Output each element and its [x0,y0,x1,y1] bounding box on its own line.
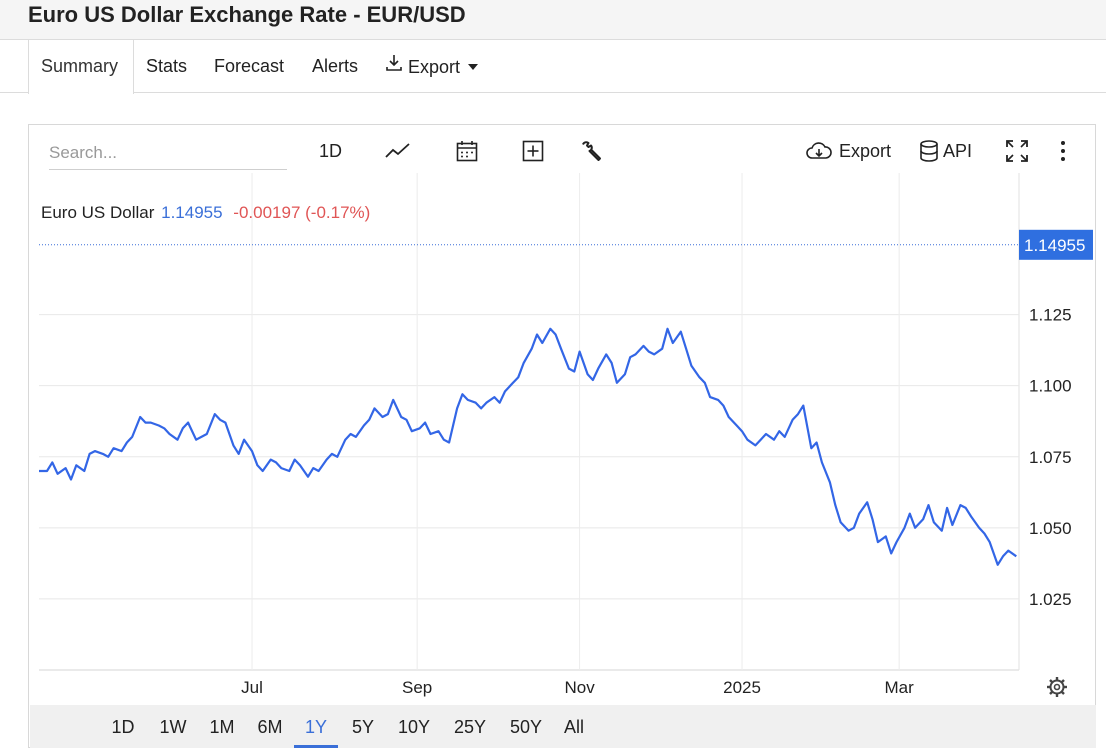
y-tick-label: 1.050 [1029,519,1072,538]
chevron-down-icon [468,63,479,70]
legend-series-name: Euro US Dollar [41,203,155,222]
y-axis: 1.025 1.050 1.075 1.100 1.125 [1029,306,1072,609]
period-all[interactable]: All [563,717,584,737]
period-10y[interactable]: 10Y [397,717,431,737]
period-6m[interactable]: 6M [257,717,283,737]
last-price-label: 1.14955 [1024,236,1085,255]
x-tick-label: Mar [885,678,915,697]
last-price-tag: 1.14955 [1019,229,1093,260]
search-input[interactable] [49,137,285,169]
chart-legend: Euro US Dollar 1.14955 -0.00197 (-0.17%) [41,203,370,223]
chart-type-icon[interactable] [385,133,411,169]
add-indicator-icon[interactable] [521,133,545,169]
settings-gear-icon[interactable] [1047,677,1067,697]
chart-grid [39,173,1020,671]
interval-button[interactable]: 1D [319,140,343,161]
page-header: Euro US Dollar Exchange Rate - EUR/USD [0,0,1106,40]
y-tick-label: 1.025 [1029,590,1072,609]
tab-bar: Summary Stats Forecast Alerts Export [0,40,1106,94]
period-50y[interactable]: 50Y [509,717,543,737]
tab-summary[interactable]: Summary [28,40,134,94]
wrench-icon[interactable] [579,133,603,169]
period-25y[interactable]: 25Y [453,717,487,737]
tab-stats[interactable]: Stats [146,56,188,76]
export-label: Export [839,140,892,161]
tab-forecast[interactable]: Forecast [214,56,285,76]
x-tick-label: Sep [402,678,432,697]
chart-plot: Jul Sep Nov 2025 Mar 1.025 1.050 1.075 1.100 1.1… [39,173,1093,697]
more-menu-icon[interactable] [1055,133,1071,169]
y-tick-label: 1.100 [1029,377,1072,396]
calendar-icon[interactable] [455,133,479,169]
cloud-download-icon [805,140,833,162]
tab-export-label: Export [408,56,461,77]
x-axis: Jul Sep Nov 2025 Mar [241,678,914,697]
y-tick-label: 1.125 [1029,306,1072,325]
legend-change: -0.00197 (-0.17%) [233,203,371,222]
x-tick-label: 2025 [723,678,761,697]
y-tick-label: 1.075 [1029,448,1072,467]
legend-value: 1.14955 [161,203,223,222]
x-tick-label: Jul [241,678,263,697]
download-icon [384,41,404,93]
period-1y[interactable]: 1Y [294,705,338,748]
database-icon [919,139,939,163]
x-tick-label: Nov [564,678,595,697]
api-label: API [943,140,973,161]
tab-alerts[interactable]: Alerts [312,56,359,76]
chart-panel: 1D Export API Jul Sep Nov 2025 Mar 1.025 1.05… [28,124,1096,748]
period-selector: 1D 1W 1M 6M 1Y 5Y 10Y 25Y 50Y All [30,705,1096,748]
fullscreen-icon[interactable] [1005,133,1029,169]
series-line-euro-us-dollar [39,327,1017,566]
period-5y[interactable]: 5Y [351,717,375,737]
symbol-search [49,137,287,170]
page-title: Euro US Dollar Exchange Rate - EUR/USD [28,2,466,27]
period-1m[interactable]: 1M [209,717,235,737]
period-1w[interactable]: 1W [159,717,187,737]
api-button[interactable]: API [919,133,972,169]
tab-export[interactable]: Export [384,40,479,93]
export-button[interactable]: Export [805,133,891,169]
period-1d[interactable]: 1D [111,717,135,737]
